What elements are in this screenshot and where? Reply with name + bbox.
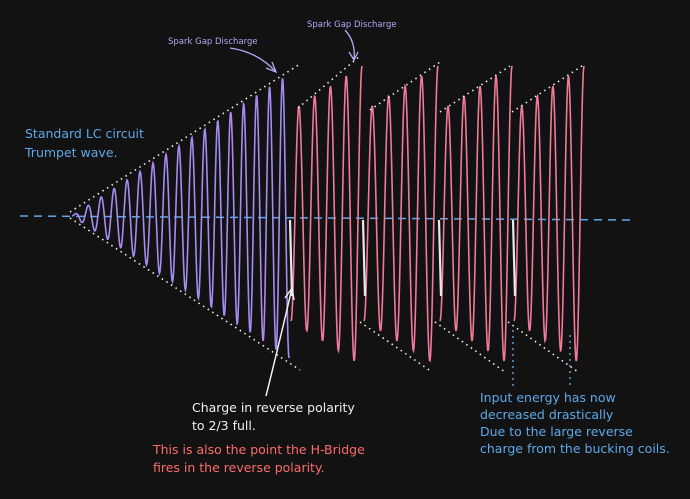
spark-label: Spark Gap Discharge: [307, 20, 397, 30]
energy-note: Due to the large reverse: [480, 424, 633, 439]
energy-note: Input energy has now: [480, 390, 616, 405]
energy-pointers: [512, 330, 571, 388]
charge-arrow: [265, 286, 295, 397]
pink-wave: [513, 65, 585, 362]
reset-line: [288, 219, 294, 297]
pink-wave: [439, 65, 513, 362]
pink-wave: [290, 65, 363, 362]
reset-line: [437, 219, 443, 297]
reset-line: [361, 219, 367, 297]
hbridge-note: This is also the point the H-Bridge: [152, 442, 365, 457]
envelopes: [69, 55, 586, 373]
charge-note: Charge in reverse polarity: [192, 400, 355, 415]
trumpet-wave: [71, 78, 290, 359]
spark-arrows: [229, 29, 359, 74]
lc-note: Trumpet wave.: [24, 145, 117, 160]
reset-line: [511, 219, 517, 297]
lc-note: Standard LC circuit: [25, 126, 144, 141]
pink-wave: [363, 65, 439, 363]
baseline: [19, 215, 633, 221]
spark-label: Spark Gap Discharge: [168, 37, 258, 47]
energy-note: charge from the bucking coils.: [480, 441, 670, 456]
hbridge-note: fires in the reverse polarity.: [153, 460, 325, 475]
waveforms: [71, 65, 585, 363]
energy-note: decreased drastically: [480, 407, 614, 422]
charge-note: to 2/3 full.: [192, 418, 256, 433]
